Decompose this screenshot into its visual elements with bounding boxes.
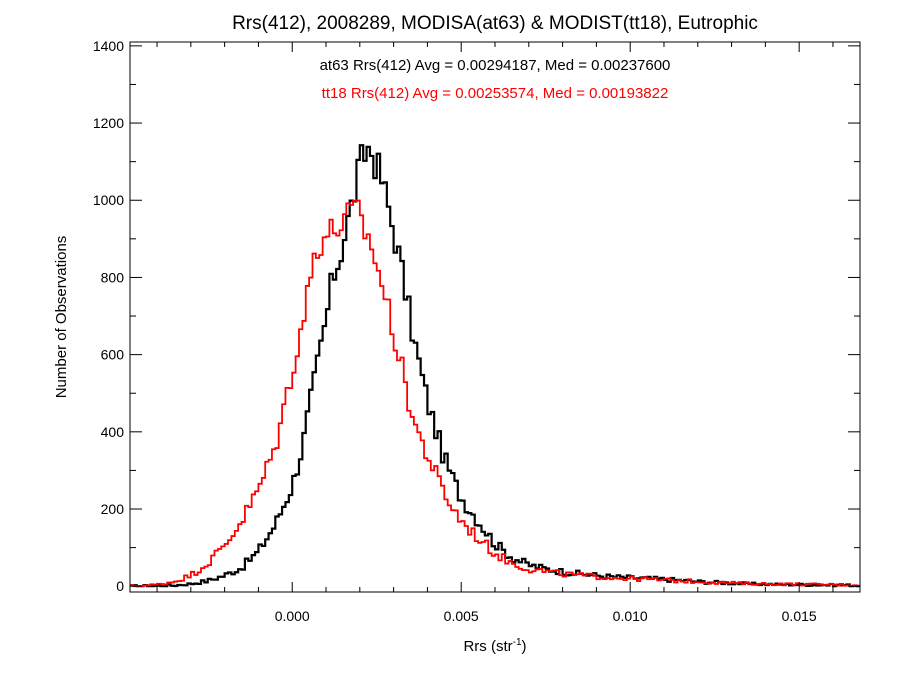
chart-title: Rrs(412), 2008289, MODISA(at63) & MODIST… bbox=[232, 13, 758, 34]
x-tick-label: 0.010 bbox=[613, 608, 648, 624]
y-tick-label: 1000 bbox=[93, 192, 124, 208]
tick-layer: 0.000 0.005 0.010 0.015 0 200 400 600 800 1000 120… bbox=[93, 38, 860, 624]
y-axis-label: Number of Observations bbox=[53, 236, 70, 399]
y-tick-label: 1200 bbox=[93, 115, 124, 131]
y-tick-label: 600 bbox=[101, 347, 125, 363]
series-line-tt18 bbox=[130, 199, 860, 588]
plot-frame bbox=[129, 41, 861, 593]
annotation-tt18: tt18 Rrs(412) Avg = 0.00253574, Med = 0.… bbox=[322, 85, 669, 102]
y-tick-label: 400 bbox=[101, 424, 125, 440]
x-tick-label: 0.015 bbox=[782, 608, 817, 624]
y-tick-label: 200 bbox=[101, 501, 125, 517]
x-tick-label: 0.005 bbox=[444, 608, 479, 624]
annotation-at63: at63 Rrs(412) Avg = 0.00294187, Med = 0.… bbox=[320, 57, 671, 74]
x-tick-label: 0.000 bbox=[275, 608, 310, 624]
y-tick-label: 800 bbox=[101, 269, 125, 285]
y-tick-label: 0 bbox=[116, 578, 124, 594]
x-axis-label: Rrs (str-1) bbox=[463, 637, 526, 655]
series-layer bbox=[130, 144, 860, 588]
y-tick-label: 1400 bbox=[93, 38, 124, 54]
series-line-at63 bbox=[130, 144, 860, 588]
